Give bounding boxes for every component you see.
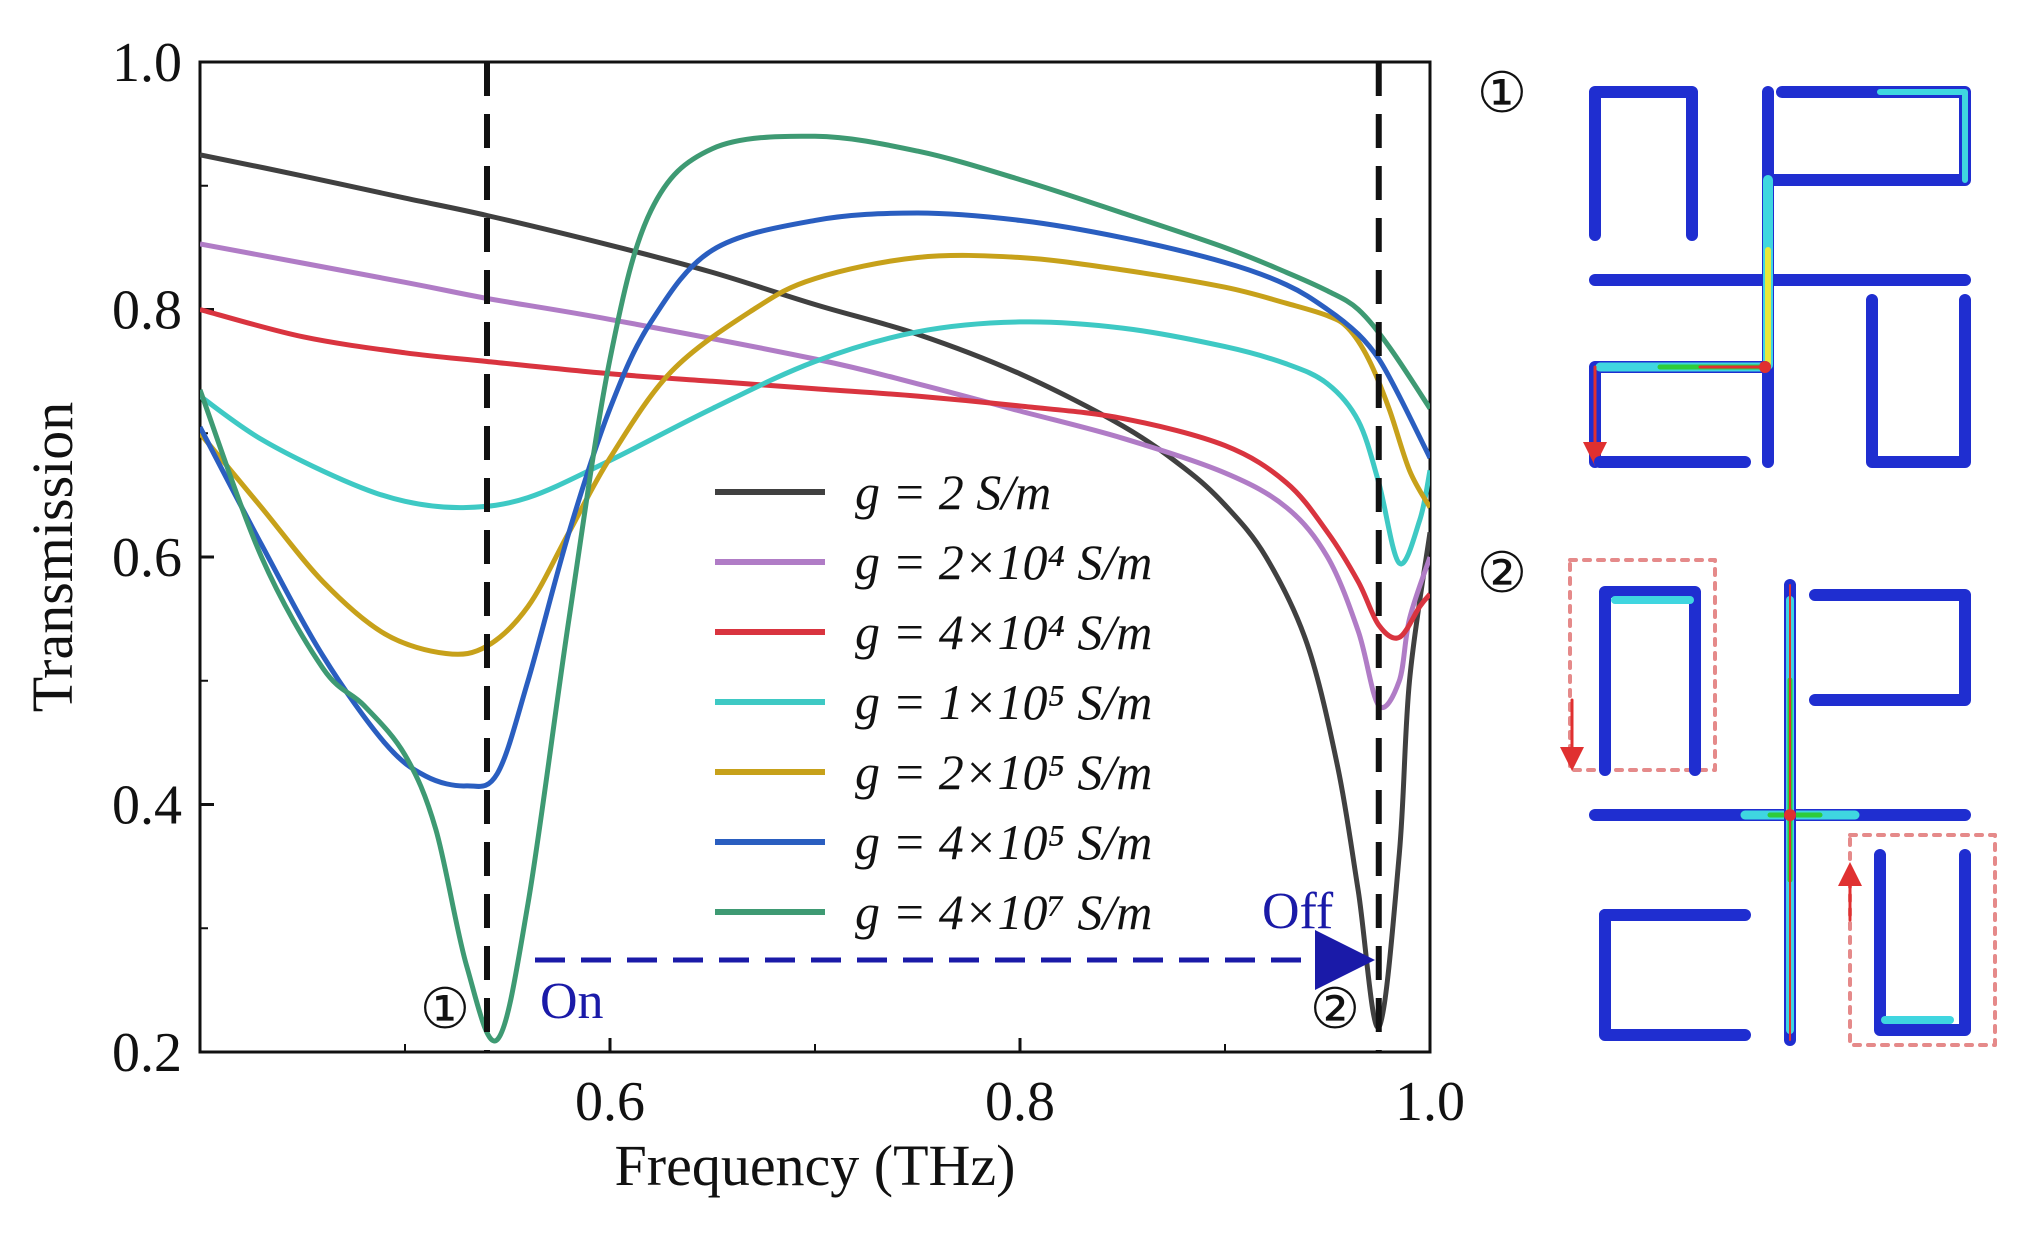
legend-label-2: g = 2×10⁴ S/m bbox=[855, 534, 1152, 590]
x-axis-title: Frequency (THz) bbox=[615, 1133, 1016, 1198]
legend-label-6: g = 4×10⁵ S/m bbox=[855, 814, 1152, 870]
on-label: On bbox=[540, 973, 604, 1030]
plot-marker-1: ① bbox=[420, 979, 470, 1041]
off-label: Off bbox=[1262, 883, 1334, 940]
series-line-4 bbox=[200, 319, 1430, 567]
x-tick-label: 1.0 bbox=[1395, 1071, 1465, 1133]
y-tick-label: 1.0 bbox=[112, 32, 182, 94]
y-tick-label: 0.4 bbox=[112, 775, 182, 837]
series-lines bbox=[200, 133, 1430, 1044]
inset-2-current-map bbox=[1560, 558, 1997, 1047]
series-line-1 bbox=[200, 152, 1430, 1030]
inset-1-label: ① bbox=[1477, 63, 1527, 125]
y-tick-label: 0.8 bbox=[112, 280, 182, 342]
legend-label-7: g = 4×10⁷ S/m bbox=[855, 884, 1152, 940]
plot-marker-2: ② bbox=[1310, 979, 1360, 1041]
y-axis-title: Transmission bbox=[20, 402, 85, 713]
x-tick-label: 0.8 bbox=[985, 1071, 1055, 1133]
legend-label-5: g = 2×10⁵ S/m bbox=[855, 744, 1152, 800]
legend: g = 2 S/m g = 2×10⁴ S/m g = 4×10⁴ S/m g = 1… bbox=[715, 464, 1152, 940]
legend-label-3: g = 4×10⁴ S/m bbox=[855, 604, 1152, 660]
inset-1: ① bbox=[1477, 63, 1971, 468]
x-axis-ticks: 0.6 0.8 1.0 bbox=[404, 1038, 1465, 1133]
series-line-6 bbox=[200, 210, 1430, 789]
inset-2-label: ② bbox=[1477, 543, 1527, 605]
inset-1-current-map bbox=[1583, 86, 1971, 468]
series-line-2 bbox=[200, 241, 1430, 710]
legend-label-1: g = 2 S/m bbox=[855, 464, 1051, 520]
x-tick-label: 0.6 bbox=[575, 1071, 645, 1133]
plot-frame bbox=[198, 60, 1432, 1054]
inset-2: ② bbox=[1477, 543, 1997, 1047]
y-tick-label: 0.2 bbox=[112, 1022, 182, 1084]
y-axis-ticks: 0.2 0.4 0.6 0.8 1.0 bbox=[112, 32, 214, 1084]
series-line-7 bbox=[200, 133, 1430, 1044]
legend-label-4: g = 1×10⁵ S/m bbox=[855, 674, 1152, 730]
y-tick-label: 0.6 bbox=[112, 527, 182, 589]
series-line-3 bbox=[200, 307, 1430, 641]
